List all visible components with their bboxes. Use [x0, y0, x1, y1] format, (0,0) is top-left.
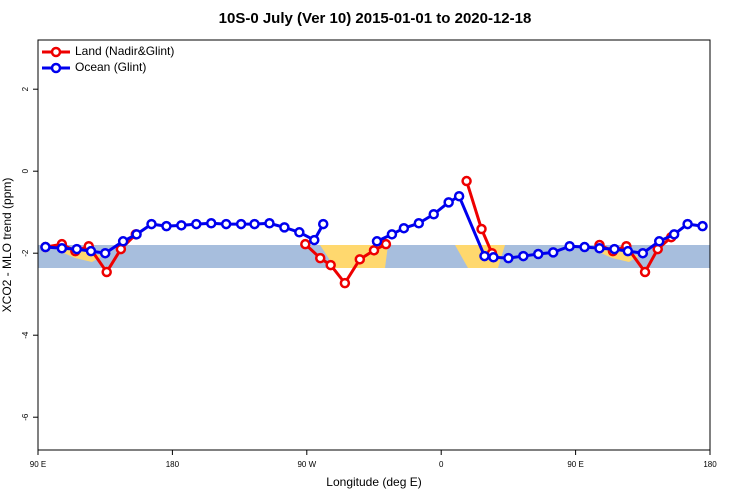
data-point	[146, 218, 157, 230]
data-point	[697, 220, 708, 232]
data-point	[653, 236, 665, 247]
data-point	[176, 220, 187, 231]
data-point	[117, 236, 129, 247]
x-tick-label: 0	[439, 460, 444, 469]
data-point	[354, 254, 366, 265]
data-point	[479, 250, 490, 262]
data-point	[579, 241, 590, 253]
data-point	[594, 243, 605, 254]
chart-title: 10S-0 July (Ver 10) 2015-01-01 to 2020-1…	[219, 10, 532, 27]
y-tick-label: 0	[21, 168, 30, 173]
data-point	[682, 218, 693, 230]
data-point	[56, 243, 68, 254]
data-point	[413, 218, 425, 229]
x-axis-title: Longitude (deg E)	[326, 475, 421, 489]
data-point	[279, 222, 290, 233]
x-tick-label: 90 W	[297, 460, 316, 469]
data-point	[518, 250, 529, 262]
data-point	[205, 218, 217, 229]
data-point	[639, 266, 651, 278]
y-tick-label: -4	[21, 331, 30, 339]
data-point	[264, 218, 275, 229]
y-tick-label: -6	[21, 413, 30, 421]
data-point	[40, 241, 51, 253]
legend-marker	[50, 46, 62, 58]
data-point	[300, 238, 311, 250]
y-axis-title: XCO2 - MLO trend (ppm)	[0, 178, 14, 313]
data-point	[309, 234, 320, 246]
data-point	[488, 252, 499, 263]
legend-label: Ocean (Glint)	[75, 60, 146, 74]
data-point	[314, 252, 326, 264]
land-patch	[55, 249, 102, 262]
data-point	[71, 243, 83, 255]
data-point	[668, 229, 680, 240]
legend-marker	[50, 62, 62, 74]
x-tick-label: 180	[166, 460, 180, 469]
data-point	[547, 247, 559, 258]
data-point	[99, 247, 111, 259]
data-point	[637, 247, 649, 259]
legend-label: Land (Nadir&Glint)	[75, 44, 174, 58]
data-point	[235, 218, 247, 230]
data-point	[428, 209, 439, 220]
data-point	[368, 245, 380, 256]
data-point	[249, 218, 260, 230]
data-point	[386, 229, 398, 240]
data-point	[191, 218, 202, 230]
x-tick-label: 90 E	[567, 460, 583, 469]
data-point	[443, 197, 454, 208]
data-point	[398, 222, 410, 234]
data-point	[503, 252, 514, 264]
x-tick-label: 90 E	[30, 460, 46, 469]
data-point	[453, 190, 465, 202]
plot-frame	[37, 39, 711, 451]
data-point	[564, 240, 575, 252]
data-point	[339, 277, 351, 289]
data-point	[325, 259, 336, 271]
data-point	[131, 229, 142, 240]
y-tick-label: -2	[21, 249, 30, 257]
data-point	[220, 218, 232, 230]
data-point	[371, 236, 383, 247]
data-point	[622, 245, 634, 257]
data-point	[317, 218, 329, 230]
data-point	[609, 243, 620, 255]
x-tick-label: 180	[703, 460, 717, 469]
data-point	[380, 238, 392, 250]
y-tick-label: 2	[21, 86, 30, 91]
data-point	[294, 227, 305, 238]
data-point	[533, 248, 544, 260]
data-point	[161, 220, 172, 232]
data-point	[85, 245, 97, 257]
data-point	[476, 223, 487, 235]
data-point	[461, 175, 472, 187]
data-point	[101, 266, 112, 278]
